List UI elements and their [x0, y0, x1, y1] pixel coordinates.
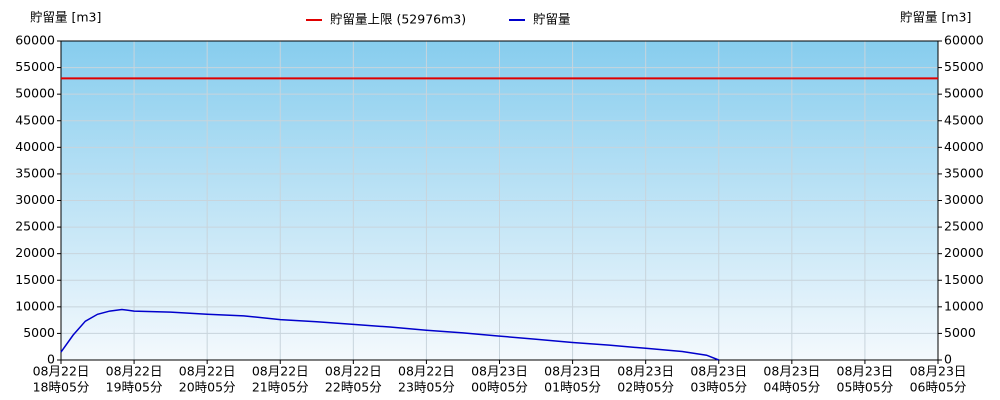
x-tick-label: 19時05分 [106, 380, 163, 395]
x-tick-label: 22時05分 [325, 380, 382, 395]
x-tick-label: 08月22日 [398, 364, 455, 379]
x-tick-label: 08月23日 [763, 364, 820, 379]
x-tick-label: 08月23日 [690, 364, 747, 379]
y-tick-label: 0 [47, 352, 55, 367]
x-tick-label: 06時05分 [910, 380, 967, 395]
y-tick-label: 35000 [15, 165, 55, 180]
y-tick-label: 60000 [15, 33, 55, 48]
y-tick-label: 40000 [15, 139, 55, 154]
y-tick-label: 5000 [23, 325, 55, 340]
x-tick-label: 03時05分 [690, 380, 747, 395]
x-tick-label: 04時05分 [763, 380, 820, 395]
x-tick-label: 02時05分 [617, 380, 674, 395]
y2-tick-label: 55000 [944, 59, 984, 74]
y-axis-title: 貯留量 [m3] [30, 10, 101, 25]
y-tick-label: 50000 [15, 86, 55, 101]
y-tick-label: 25000 [15, 219, 55, 234]
y-tick-label: 20000 [15, 245, 55, 260]
y2-tick-label: 35000 [944, 165, 984, 180]
y2-tick-label: 30000 [944, 192, 984, 207]
x-tick-label: 00時05分 [471, 380, 528, 395]
y2-axis-title: 貯留量 [m3] [900, 10, 971, 25]
y-tick-label: 15000 [15, 272, 55, 287]
x-tick-label: 08月23日 [910, 364, 967, 379]
x-tick-label: 08月22日 [252, 364, 309, 379]
x-tick-label: 08月23日 [471, 364, 528, 379]
x-tick-label: 01時05分 [544, 380, 601, 395]
x-tick-label: 08月23日 [837, 364, 894, 379]
y2-tick-label: 60000 [944, 33, 984, 48]
x-tick-label: 08月22日 [33, 364, 90, 379]
y2-tick-label: 45000 [944, 112, 984, 127]
y2-tick-label: 25000 [944, 219, 984, 234]
x-tick-label: 08月22日 [106, 364, 163, 379]
y2-tick-label: 40000 [944, 139, 984, 154]
y2-tick-label: 5000 [944, 325, 976, 340]
y2-tick-label: 0 [944, 352, 952, 367]
y2-tick-label: 20000 [944, 245, 984, 260]
y-tick-label: 10000 [15, 298, 55, 313]
x-tick-label: 08月23日 [617, 364, 674, 379]
x-tick-label: 08月22日 [325, 364, 382, 379]
y-tick-label: 30000 [15, 192, 55, 207]
y2-tick-label: 15000 [944, 272, 984, 287]
series-line [60, 308, 720, 361]
y-tick-label: 45000 [15, 112, 55, 127]
x-tick-label: 05時05分 [837, 380, 894, 395]
legend-label: 貯留量 [533, 12, 571, 27]
y2-tick-label: 10000 [944, 298, 984, 313]
x-tick-label: 08月23日 [544, 364, 601, 379]
x-tick-label: 23時05分 [398, 380, 455, 395]
x-tick-label: 18時05分 [33, 380, 90, 395]
x-tick-label: 08月22日 [179, 364, 236, 379]
x-tick-label: 20時05分 [179, 380, 236, 395]
y2-tick-label: 50000 [944, 86, 984, 101]
plot-border [60, 40, 939, 361]
legend-label: 貯留量上限 (52976m3) [330, 12, 466, 27]
x-tick-label: 21時05分 [252, 380, 309, 395]
y-tick-label: 55000 [15, 59, 55, 74]
